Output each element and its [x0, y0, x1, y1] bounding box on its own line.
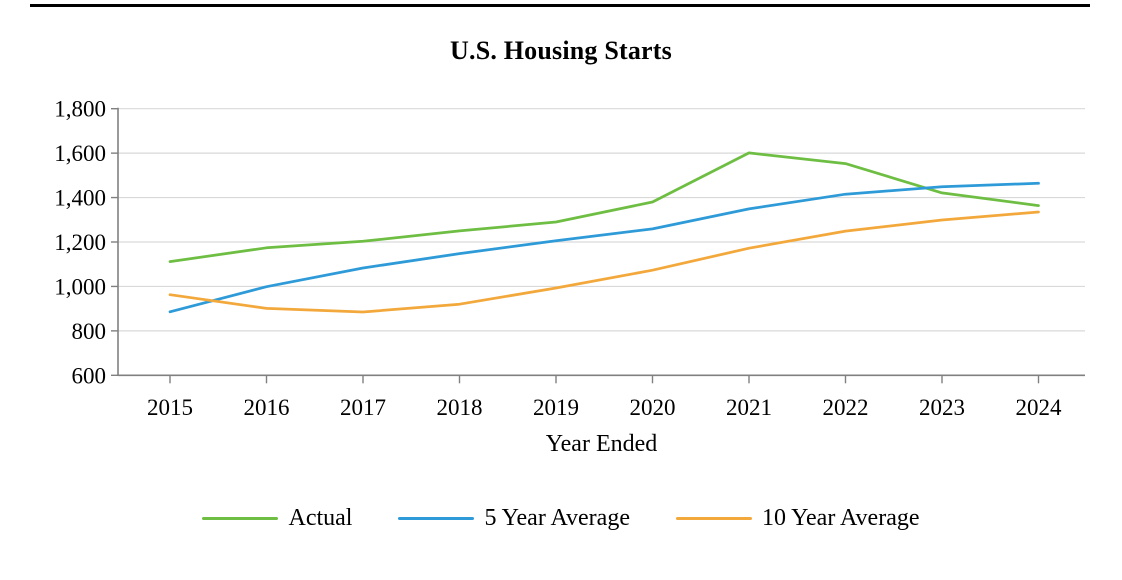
chart-title: U.S. Housing Starts [450, 36, 672, 65]
series-line-actual [168, 151, 1040, 263]
x-axis-tick-label: 2016 [244, 395, 290, 420]
x-axis-tick-label: 2018 [437, 395, 483, 420]
legend-item-5-year-average: 5 Year Average [398, 505, 630, 531]
x-axis-tick-label: 2021 [726, 395, 772, 420]
legend-swatch-5-year-average [398, 516, 475, 520]
y-axis-tick-label: 1,600 [54, 141, 106, 166]
chart-legend: Actual 5 Year Average 10 Year Average [0, 505, 1122, 531]
y-axis-tick-label: 1,400 [54, 186, 106, 211]
legend-swatch-10-year-average [675, 516, 752, 520]
y-axis-tick-label: 1,000 [54, 274, 106, 299]
legend-swatch-actual [202, 516, 279, 520]
legend-item-10-year-average: 10 Year Average [675, 505, 920, 531]
x-axis-tick-label: 2020 [630, 395, 676, 420]
top-divider-rule [30, 4, 1090, 7]
x-axis-tick-label: 2017 [340, 395, 386, 420]
x-axis-tick-label: 2015 [147, 395, 193, 420]
series-line-5-year-average [168, 181, 1040, 314]
x-axis-tick-label: 2024 [1016, 395, 1063, 420]
legend-label-10-year-average: 10 Year Average [761, 505, 920, 531]
legend-label-actual: Actual [288, 505, 353, 531]
x-axis-tick-label: 2023 [919, 395, 965, 420]
x-axis-tick-label: 2019 [533, 395, 579, 420]
series-line-10-year-average [168, 210, 1040, 314]
x-axis-tick-label: 2022 [823, 395, 869, 420]
y-axis-tick-label: 1,200 [54, 230, 106, 255]
y-axis-tick-label: 600 [72, 363, 107, 388]
legend-item-actual: Actual [202, 505, 352, 531]
x-axis-title: Year Ended [545, 431, 658, 457]
legend-label-5-year-average: 5 Year Average [484, 505, 630, 531]
y-axis-tick-label: 1,800 [54, 97, 106, 122]
y-axis-tick-label: 800 [72, 319, 107, 344]
